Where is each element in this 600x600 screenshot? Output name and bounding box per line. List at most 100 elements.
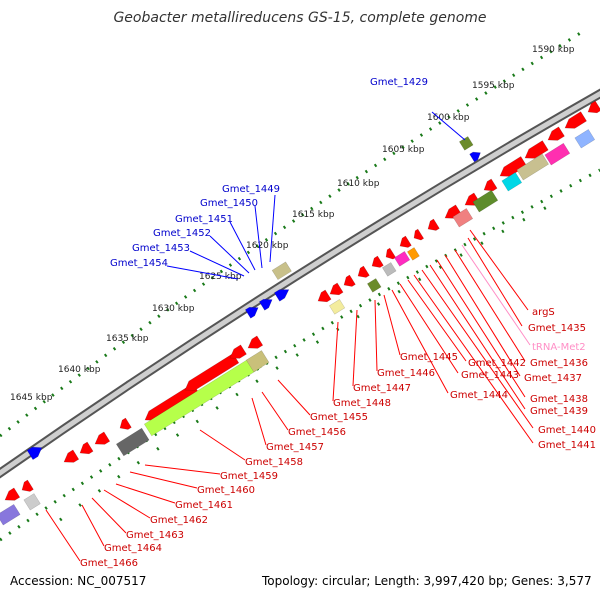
leader-line xyxy=(45,509,81,562)
reverse-gene-glyph xyxy=(385,247,397,260)
reverse-gene-glyph xyxy=(427,218,440,231)
leader-line xyxy=(421,269,534,429)
reverse-gene-label: Gmet_1459 xyxy=(220,471,278,482)
reverse-gene-glyph xyxy=(524,140,549,159)
scale-tick-label: 1615 kbp xyxy=(292,210,335,220)
gene-block-salmon xyxy=(452,208,474,228)
leader-line xyxy=(81,504,105,547)
gene-block-yellow xyxy=(329,299,346,315)
gene-block-green xyxy=(472,189,499,213)
leader-line xyxy=(199,429,246,461)
leader-line xyxy=(454,249,526,362)
reverse-gene-label: Gmet_1440 xyxy=(538,425,596,436)
leader-line xyxy=(383,294,401,356)
reverse-gene-label: Gmet_1461 xyxy=(175,500,233,511)
reverse-gene-label: Gmet_1443 xyxy=(461,370,519,381)
reverse-gene-label: Gmet_1436 xyxy=(530,358,588,369)
reverse-gene-label: Gmet_1463 xyxy=(126,530,184,541)
reverse-gene-label: Gmet_1448 xyxy=(333,398,391,409)
scale-tick-label: 1600 kbp xyxy=(427,113,470,123)
gene-block-cyan xyxy=(501,172,523,192)
leader-line xyxy=(429,264,526,410)
reverse-gene-label: Gmet_1446 xyxy=(377,368,435,379)
reverse-gene-glyph xyxy=(229,344,247,359)
gene-block-lightblue xyxy=(574,129,596,149)
scale-tick-label: 1645 kbp xyxy=(10,393,53,403)
reverse-gene-glyph xyxy=(247,335,264,349)
leader-line xyxy=(269,194,276,263)
gene-block-small-grey xyxy=(23,493,41,511)
scale-track: 1590 kbp 1595 kbp 1600 kbp 1605 kbp 1610 kbp… xyxy=(0,30,600,542)
accession-text: Accession: NC_007517 xyxy=(10,574,147,588)
gene-block-magenta xyxy=(394,251,411,267)
reverse-gene-label: Gmet_1438 xyxy=(530,394,588,405)
reverse-gene-glyph xyxy=(483,178,498,192)
reverse-gene-label: Gmet_1455 xyxy=(310,412,368,423)
reverse-gene-glyph xyxy=(329,282,344,296)
gene-block-outer-olive xyxy=(459,136,474,151)
leader-line xyxy=(91,497,127,534)
gene-block-lightgrey xyxy=(382,262,397,277)
reverse-gene-label: Gmet_1442 xyxy=(468,358,526,369)
scale-tick-label: 1635 kbp xyxy=(106,334,149,344)
gene-block-orange xyxy=(407,247,420,261)
reverse-gene-glyph xyxy=(184,353,240,391)
feature-labels: Gmet_1429 Gmet_1449 Gmet_1450 Gmet_1451 Gmet… xyxy=(45,77,596,569)
forward-gene-glyph xyxy=(259,298,273,311)
leader-line xyxy=(115,483,176,504)
forward-gene-label: Gmet_1454 xyxy=(110,258,168,269)
forward-gene-glyph xyxy=(469,151,481,163)
forward-gene-label: Gmet_1453 xyxy=(132,243,190,254)
reverse-gene-label: Gmet_1444 xyxy=(450,390,508,401)
reverse-gene-label: Gmet_1445 xyxy=(400,352,458,363)
map-title: Geobacter metallireducens GS-15, complet… xyxy=(113,10,487,26)
reverse-gene-glyph xyxy=(399,235,412,248)
reverse-gene-label: Gmet_1462 xyxy=(150,515,208,526)
forward-gene-glyph xyxy=(26,446,43,461)
reverse-gene-label: Gmet_1435 xyxy=(528,323,586,334)
inner-tick-line xyxy=(0,168,600,542)
backbone-fill xyxy=(0,90,600,477)
gene-block-grey xyxy=(115,427,150,457)
leader-line xyxy=(166,265,239,280)
forward-gene-label: Gmet_1429 xyxy=(370,77,428,88)
reverse-gene-label: Gmet_1458 xyxy=(245,457,303,468)
reverse-gene-glyph xyxy=(343,274,356,287)
reverse-gene-glyph xyxy=(564,111,587,129)
scale-tick-label: 1610 kbp xyxy=(337,179,380,189)
leader-line xyxy=(469,229,529,311)
genome-backbone xyxy=(0,88,600,479)
leader-line xyxy=(374,299,378,372)
reverse-gene-glyph xyxy=(4,487,21,501)
leader-line xyxy=(229,221,256,271)
leader-line xyxy=(407,279,467,362)
forward-gene-glyph xyxy=(274,289,290,302)
forward-gene-label: Gmet_1452 xyxy=(153,228,211,239)
leader-line xyxy=(103,489,151,519)
reverse-gene-glyph xyxy=(357,265,370,278)
forward-gene-label: Gmet_1450 xyxy=(200,198,258,209)
leader-line xyxy=(461,244,531,346)
scale-tick-label: 1605 kbp xyxy=(382,145,425,155)
leader-line xyxy=(467,237,523,327)
reverse-gene-glyph xyxy=(21,479,34,492)
scale-tick-label: 1595 kbp xyxy=(472,81,515,91)
gene-block-dark-olive xyxy=(367,278,382,293)
leader-line xyxy=(436,259,526,398)
reverse-gene-label: Gmet_1464 xyxy=(104,543,162,554)
reverse-gene-label: Gmet_1441 xyxy=(538,440,596,451)
leader-line xyxy=(144,464,221,475)
gene-block-outer-tan xyxy=(271,261,292,281)
forward-gene-label: Gmet_1449 xyxy=(222,184,280,195)
leader-line xyxy=(251,397,267,446)
forward-gene-glyph xyxy=(245,306,259,319)
leader-line xyxy=(209,235,250,274)
gene-block-purple xyxy=(0,503,21,526)
scale-tick-label: 1620 kbp xyxy=(246,241,289,251)
reverse-gene-glyph xyxy=(317,289,332,303)
reverse-gene-glyph xyxy=(119,417,132,430)
reverse-gene-label: Gmet_1457 xyxy=(266,442,324,453)
reverse-gene-label: tRNA-Met2 xyxy=(532,342,586,353)
leader-line xyxy=(332,321,339,402)
reverse-gene-label: Gmet_1447 xyxy=(353,383,411,394)
